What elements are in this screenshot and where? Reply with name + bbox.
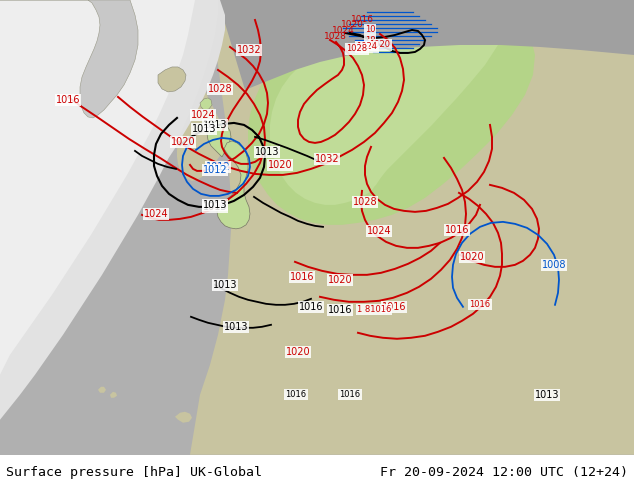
Text: 1013: 1013: [203, 120, 227, 130]
Text: 1016: 1016: [56, 95, 81, 105]
Polygon shape: [217, 141, 250, 229]
Text: 1016: 1016: [444, 225, 469, 235]
Text: 10
18: 10 18: [365, 25, 375, 45]
Text: 1016: 1016: [351, 16, 373, 24]
Polygon shape: [200, 98, 212, 110]
Polygon shape: [175, 412, 192, 423]
Text: 1013: 1013: [255, 147, 279, 157]
Text: 1016: 1016: [382, 302, 406, 312]
Text: 1012: 1012: [203, 165, 228, 175]
Polygon shape: [0, 0, 225, 380]
Polygon shape: [270, 0, 505, 205]
Text: 1020: 1020: [370, 41, 391, 49]
Text: 1024: 1024: [191, 110, 216, 120]
Text: 1013: 1013: [203, 202, 227, 212]
Text: 1012: 1012: [205, 162, 230, 172]
Text: 1028: 1028: [208, 84, 232, 94]
Text: 1016: 1016: [339, 390, 361, 399]
Text: 1016: 1016: [285, 390, 307, 399]
Text: 1016: 1016: [299, 302, 323, 312]
Text: 1032: 1032: [314, 154, 339, 164]
Text: 1013: 1013: [203, 200, 227, 210]
Polygon shape: [190, 0, 634, 455]
Text: 1020: 1020: [171, 137, 195, 147]
Text: Surface pressure [hPa] UK-Global: Surface pressure [hPa] UK-Global: [6, 466, 262, 479]
Text: 1008: 1008: [541, 260, 566, 270]
Text: 1013: 1013: [191, 124, 216, 134]
Text: 1020: 1020: [328, 275, 353, 285]
Text: 1016: 1016: [328, 305, 353, 315]
Polygon shape: [0, 0, 634, 455]
Polygon shape: [0, 0, 138, 118]
Text: 1028: 1028: [353, 197, 377, 207]
Text: 1024: 1024: [332, 26, 354, 35]
Text: 1024: 1024: [144, 209, 168, 219]
Text: 1032: 1032: [236, 45, 261, 55]
Text: 1020: 1020: [268, 160, 292, 170]
Text: 1020: 1020: [460, 252, 484, 262]
Text: 1028: 1028: [346, 45, 368, 53]
Text: 1020: 1020: [340, 21, 363, 29]
Polygon shape: [0, 0, 195, 375]
Polygon shape: [0, 0, 634, 455]
Text: 1020: 1020: [286, 347, 310, 357]
Polygon shape: [110, 392, 117, 398]
Polygon shape: [220, 0, 634, 455]
Text: 1028: 1028: [323, 32, 346, 42]
Text: 1013: 1013: [534, 390, 559, 400]
Text: 1024: 1024: [356, 43, 377, 51]
Text: 1016: 1016: [290, 272, 314, 282]
Text: 1024: 1024: [366, 226, 391, 236]
Polygon shape: [0, 0, 634, 90]
Polygon shape: [207, 121, 231, 157]
Polygon shape: [158, 67, 186, 92]
Text: 1013: 1013: [213, 280, 237, 290]
Text: 1 81016: 1 81016: [357, 305, 391, 314]
Text: Fr 20-09-2024 12:00 UTC (12+24): Fr 20-09-2024 12:00 UTC (12+24): [380, 466, 628, 479]
Polygon shape: [248, 0, 535, 225]
Text: 1016: 1016: [469, 300, 491, 309]
Polygon shape: [98, 387, 106, 393]
Polygon shape: [0, 0, 225, 181]
Polygon shape: [0, 0, 218, 420]
Text: 1013: 1013: [224, 322, 249, 332]
Polygon shape: [315, 0, 634, 327]
